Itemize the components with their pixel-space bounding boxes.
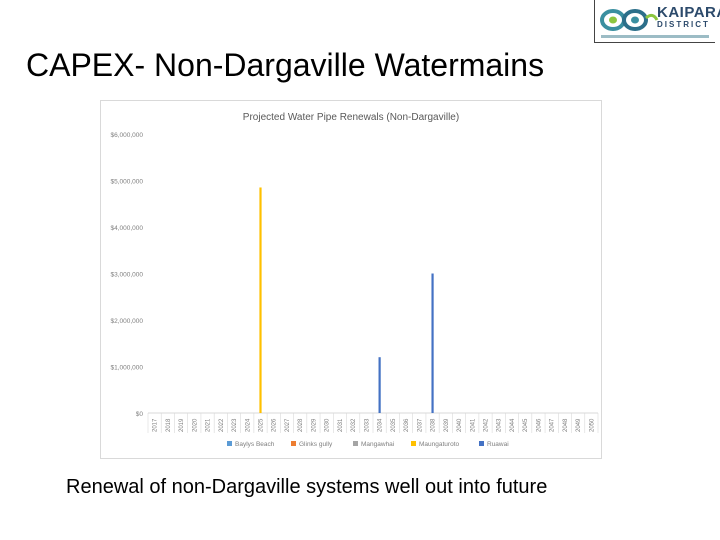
legend-label: Mangawhai — [361, 441, 394, 448]
x-tick-label: 2037 — [417, 418, 423, 432]
legend-label: Glinks gully — [299, 441, 333, 448]
bar — [431, 273, 434, 413]
x-tick-label: 2050 — [589, 418, 595, 432]
x-tick-label: 2024 — [245, 418, 251, 432]
legend-label: Maungaturoto — [419, 441, 459, 448]
chart-svg: Projected Water Pipe Renewals (Non-Darga… — [110, 112, 599, 448]
x-tick-label: 2029 — [311, 418, 317, 432]
logo-name: KAIPARA — [657, 4, 720, 21]
x-tick-label: 2039 — [444, 418, 450, 432]
x-tick-label: 2025 — [259, 418, 265, 432]
y-tick-label: $5,000,000 — [110, 179, 143, 186]
x-tick-label: 2022 — [219, 418, 225, 432]
y-tick-label: $4,000,000 — [110, 225, 143, 232]
x-tick-label: 2027 — [285, 418, 291, 432]
y-tick-label: $1,000,000 — [110, 365, 143, 372]
x-tick-label: 2046 — [536, 418, 542, 432]
y-tick-label: $2,000,000 — [110, 318, 143, 325]
x-tick-label: 2026 — [272, 418, 278, 432]
logo-tagline-bar — [601, 35, 709, 38]
chart-title: Projected Water Pipe Renewals (Non-Darga… — [243, 112, 459, 123]
x-tick-label: 2049 — [576, 418, 582, 432]
bar — [378, 357, 381, 413]
legend-swatch — [353, 441, 358, 446]
y-tick-label: $3,000,000 — [110, 272, 143, 279]
x-tick-label: 2034 — [378, 418, 384, 432]
y-tick-label: $0 — [136, 411, 144, 418]
x-tick-label: 2040 — [457, 418, 463, 432]
x-tick-label: 2030 — [325, 418, 331, 432]
logo-subtitle: DISTRICT — [657, 20, 710, 29]
x-tick-label: 2035 — [391, 418, 397, 432]
legend-label: Baylys Beach — [235, 441, 275, 448]
x-tick-label: 2028 — [298, 418, 304, 432]
x-tick-label: 2017 — [153, 418, 159, 432]
x-tick-label: 2033 — [364, 418, 370, 432]
x-tick-label: 2036 — [404, 418, 410, 432]
x-tick-label: 2042 — [484, 418, 490, 432]
chart-frame: Projected Water Pipe Renewals (Non-Darga… — [100, 100, 602, 459]
kaipara-logo: KAIPARA DISTRICT — [594, 0, 720, 43]
x-tick-label: 2018 — [166, 418, 172, 432]
x-tick-label: 2047 — [550, 418, 556, 432]
x-tick-label: 2019 — [179, 418, 185, 432]
x-tick-label: 2038 — [431, 418, 437, 432]
x-tick-label: 2044 — [510, 418, 516, 432]
legend-swatch — [411, 441, 416, 446]
x-tick-label: 2021 — [206, 418, 212, 432]
bar — [259, 187, 262, 413]
x-tick-label: 2032 — [351, 418, 357, 432]
slide-caption: Renewal of non-Dargaville systems well o… — [66, 476, 548, 498]
x-tick-label: 2043 — [497, 418, 503, 432]
legend-swatch — [291, 441, 296, 446]
x-tick-label: 2031 — [338, 418, 344, 432]
legend-swatch — [227, 441, 232, 446]
x-tick-label: 2023 — [232, 418, 238, 432]
x-tick-label: 2045 — [523, 418, 529, 432]
slide-title: CAPEX- Non-Dargaville Watermains — [26, 47, 545, 83]
y-tick-label: $6,000,000 — [110, 132, 143, 139]
x-tick-label: 2020 — [192, 418, 198, 432]
legend-swatch — [479, 441, 484, 446]
x-tick-label: 2048 — [563, 418, 569, 432]
x-tick-label: 2041 — [470, 418, 476, 432]
legend-label: Ruawai — [487, 441, 509, 448]
kaipara-swirl-logo-icon — [600, 9, 659, 31]
